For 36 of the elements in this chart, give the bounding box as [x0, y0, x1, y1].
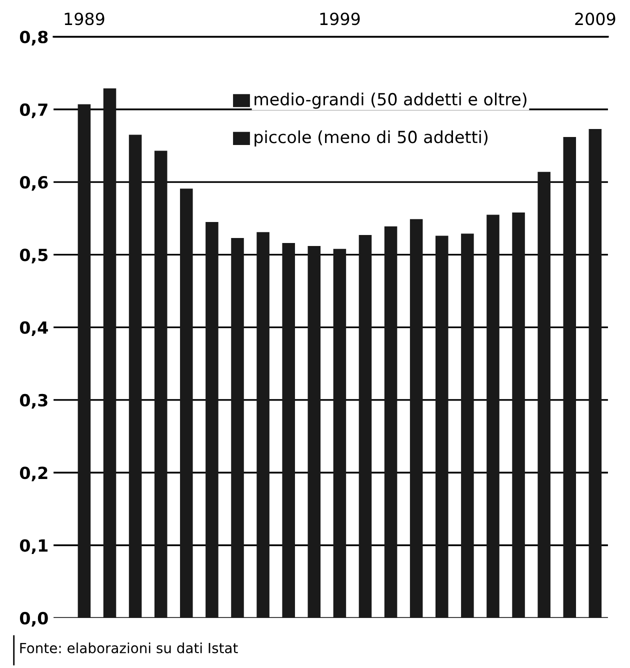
y-tick-label: 0,3 [20, 394, 48, 409]
bar [78, 104, 91, 618]
annotation: medio-grandi (50 addetti e oltre) [254, 92, 526, 109]
bar [231, 238, 244, 618]
bar [358, 235, 372, 618]
bar [128, 134, 142, 618]
bar [154, 150, 168, 618]
y-tick-label: 0,6 [20, 176, 48, 191]
bar [256, 232, 270, 618]
y-tick-label: 0,1 [20, 539, 48, 554]
y-tick-label: 0,5 [20, 248, 48, 264]
bar [588, 129, 602, 618]
bar [563, 136, 576, 618]
x-tick-label: 1989 [64, 12, 104, 26]
bar [180, 188, 193, 618]
y-tick-label: 0,4 [20, 321, 48, 336]
y-tick-label: 0,7 [20, 103, 48, 118]
y-tick-label: 0,2 [20, 466, 48, 482]
annotation: piccole (meno di 50 addetti) [254, 130, 488, 147]
bar [103, 88, 116, 618]
bar [333, 248, 346, 618]
y-tick-label: 0,8 [20, 30, 48, 46]
bar [308, 246, 321, 618]
bar [461, 234, 474, 618]
bar [282, 243, 295, 618]
bar [436, 236, 448, 618]
bar [538, 172, 550, 618]
bar [384, 226, 398, 618]
bar [206, 222, 218, 618]
x-tick-label: 2009 [575, 12, 616, 26]
source-note: Fonte: elaborazioni su dati Istat [20, 642, 238, 654]
bar [486, 214, 500, 618]
bar [512, 212, 525, 618]
bar [410, 219, 423, 618]
y-tick-label: 0,0 [20, 612, 48, 627]
x-tick-label: 1999 [320, 12, 360, 26]
